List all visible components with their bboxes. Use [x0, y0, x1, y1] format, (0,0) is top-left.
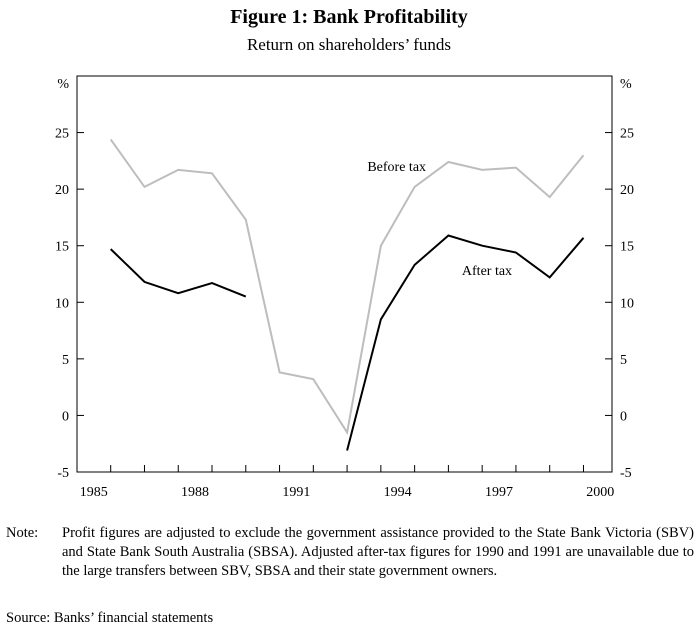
- series-line-after-tax: [346, 234, 585, 451]
- y-tick-label-right: 0: [620, 409, 627, 424]
- y-tick-label-left: 20: [55, 183, 69, 198]
- y-tick-label-left: -5: [57, 466, 69, 481]
- x-tick-label: 1985: [80, 485, 108, 500]
- annotation-after-tax: After tax: [462, 264, 512, 279]
- y-tick-label-left: 0: [62, 409, 69, 424]
- y-tick-label-right: 20: [620, 183, 634, 198]
- y-tick-label-right: 10: [620, 296, 634, 311]
- chart-title: Figure 1: Bank Profitability: [230, 6, 468, 28]
- plot-frame: [76, 75, 613, 473]
- series-line-after-tax: [110, 248, 247, 298]
- series-line-before-tax: [109, 138, 585, 436]
- footnote-label: Note:: [6, 525, 39, 541]
- footnote-text: Profit figures are adjusted to exclude t…: [62, 525, 694, 579]
- source-note: Source: Banks’ financial statements: [6, 610, 214, 626]
- y-tick-label-left: 25: [55, 127, 69, 142]
- line-chart: -5 -5 0 0 5 5 10 10 15 15 20 20 25 25% % 1985 1988 1991 19…: [55, 75, 634, 500]
- annotation-before-tax: Before tax: [367, 160, 426, 175]
- y-tick-label-left: 5: [62, 353, 69, 368]
- y-unit-right: %: [620, 77, 632, 92]
- y-tick-label-left: 10: [55, 296, 69, 311]
- y-tick-label-right: 5: [620, 353, 627, 368]
- x-tick-label: 1997: [485, 485, 513, 500]
- y-tick-label-right: -5: [620, 466, 632, 481]
- chart-subtitle: Return on shareholders’ funds: [246, 35, 452, 54]
- y-tick-label-right: 25: [620, 127, 634, 142]
- y-tick-label-right: 15: [620, 240, 634, 255]
- x-tick-label: 1991: [282, 485, 310, 500]
- y-tick-label-left: 15: [55, 240, 69, 255]
- x-tick-label: 1988: [181, 485, 209, 500]
- x-tick-label: 2000: [586, 485, 614, 500]
- x-tick-label: 1994: [384, 485, 412, 500]
- y-unit-left: %: [57, 77, 69, 92]
